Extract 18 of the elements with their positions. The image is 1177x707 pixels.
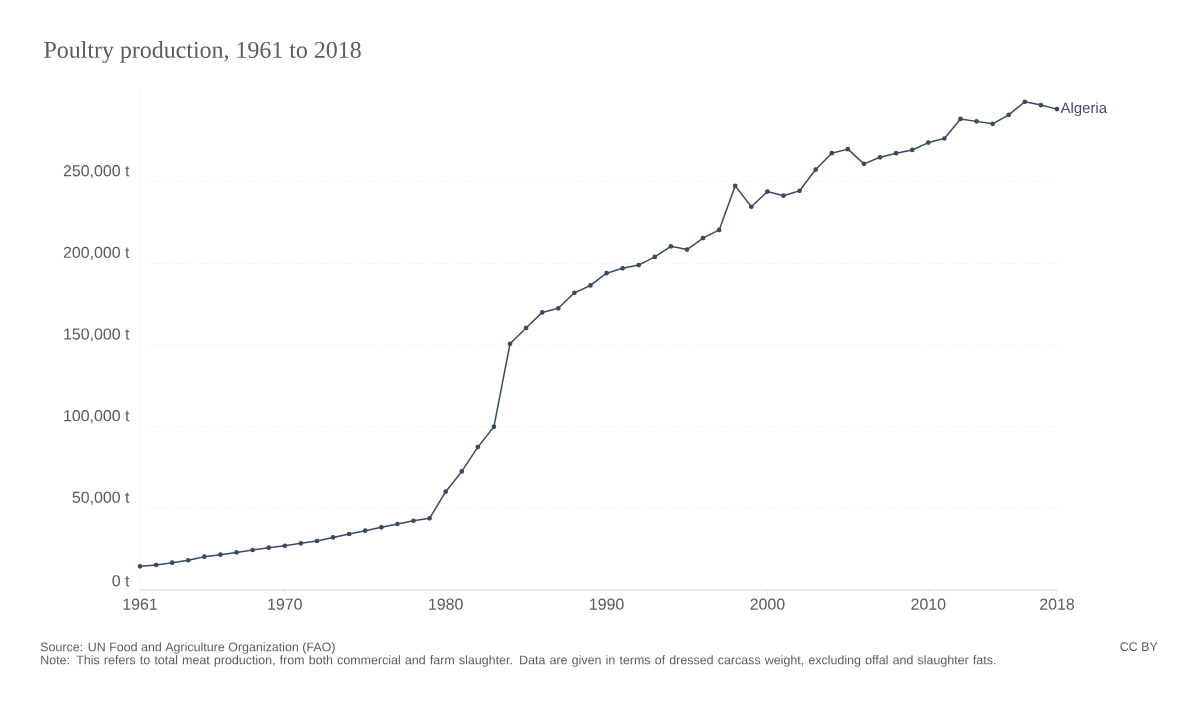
x-tick-label: 2018	[1040, 598, 1075, 610]
x-tick-label: 1970	[268, 598, 302, 610]
y-tick-label: 100,000 t	[64, 410, 130, 424]
x-tick-label: 1980	[429, 598, 463, 610]
text: Note: This refers to total meat production, from both commercial and farm slaughter. Data are given in terms of dressed carcass weight, excluding offal and slaughter fats.	[41, 655, 996, 667]
y-tick-label: 150,000 t	[64, 328, 130, 342]
chart-title: Poultry production, 1961 to 2018	[44, 41, 361, 63]
x-tick-label: 1961	[123, 598, 157, 610]
source-note: Source: UN Food and Agriculture Organization (FAO)	[40, 642, 335, 654]
x-tick-label: 2010	[911, 598, 946, 610]
x-tick-label: 1990	[590, 598, 624, 610]
y-tick-label: 0 t	[112, 575, 130, 587]
y-tick-label: 50,000 t	[72, 491, 130, 505]
text: CC BY	[1120, 642, 1158, 651]
series-label: Algeria	[1060, 102, 1108, 117]
y-tick-label: 250,000 t	[63, 165, 130, 179]
x-tick-label: 2000	[750, 598, 785, 610]
y-tick-label: 200,000 t	[63, 246, 130, 260]
